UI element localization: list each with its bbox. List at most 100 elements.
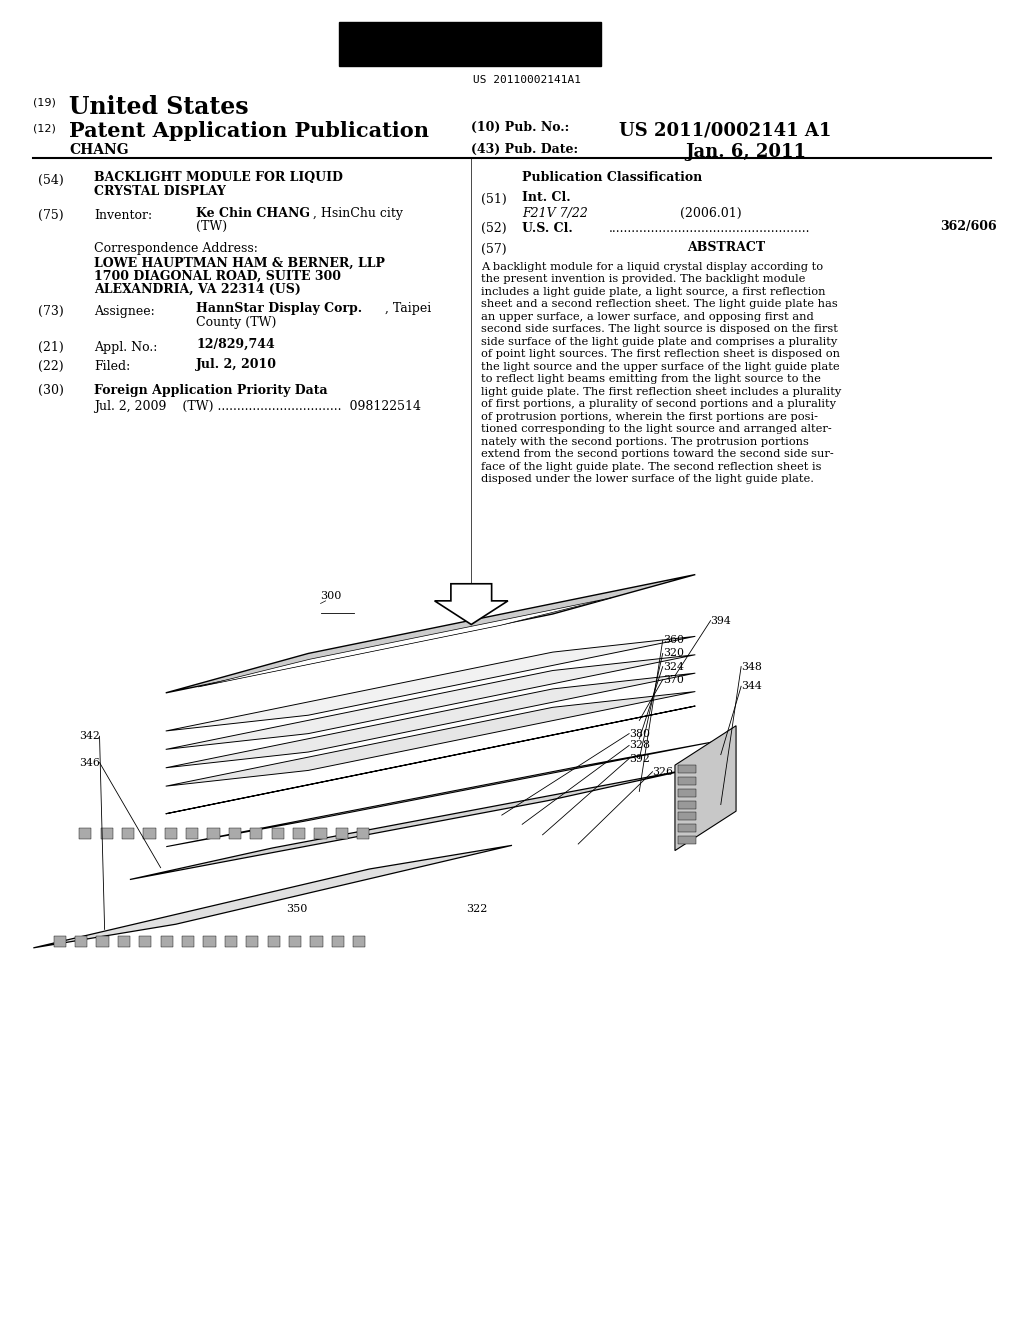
Text: Appl. No.:: Appl. No.: bbox=[94, 341, 158, 354]
Bar bbox=[339, 22, 601, 66]
Polygon shape bbox=[130, 770, 690, 879]
Text: (19): (19) bbox=[34, 98, 56, 107]
Text: 348: 348 bbox=[741, 661, 762, 672]
Text: 346: 346 bbox=[79, 758, 99, 767]
Polygon shape bbox=[166, 692, 695, 787]
Bar bbox=[336, 828, 348, 838]
Bar bbox=[143, 828, 156, 838]
Text: (30): (30) bbox=[39, 384, 65, 397]
Text: the light source and the upper surface of the light guide plate: the light source and the upper surface o… bbox=[481, 362, 840, 372]
Text: US 20110002141A1: US 20110002141A1 bbox=[473, 75, 582, 84]
Text: Filed:: Filed: bbox=[94, 360, 131, 374]
Bar bbox=[293, 828, 305, 838]
Bar bbox=[678, 777, 696, 785]
Text: of first portions, a plurality of second portions and a plurality: of first portions, a plurality of second… bbox=[481, 399, 837, 409]
Bar bbox=[678, 766, 696, 774]
Text: CHANG: CHANG bbox=[69, 144, 129, 157]
Bar bbox=[246, 936, 258, 946]
Text: 322: 322 bbox=[466, 904, 487, 915]
Text: (54): (54) bbox=[39, 174, 65, 186]
Text: 324: 324 bbox=[663, 661, 684, 672]
Polygon shape bbox=[166, 636, 695, 731]
Text: 344: 344 bbox=[741, 681, 762, 692]
Text: Jul. 2, 2010: Jul. 2, 2010 bbox=[197, 358, 278, 371]
Text: (51): (51) bbox=[481, 193, 507, 206]
Text: (52): (52) bbox=[481, 222, 507, 235]
Polygon shape bbox=[675, 726, 736, 850]
Bar bbox=[353, 936, 366, 946]
Text: Int. Cl.: Int. Cl. bbox=[522, 191, 570, 203]
Text: Inventor:: Inventor: bbox=[94, 209, 153, 222]
Text: light guide plate. The first reflection sheet includes a plurality: light guide plate. The first reflection … bbox=[481, 387, 842, 396]
Bar bbox=[357, 828, 370, 838]
Bar bbox=[96, 936, 109, 946]
Bar bbox=[139, 936, 152, 946]
Text: (43) Pub. Date:: (43) Pub. Date: bbox=[471, 144, 579, 157]
Text: 342: 342 bbox=[79, 731, 99, 742]
Bar bbox=[310, 936, 323, 946]
Text: (10) Pub. No.:: (10) Pub. No.: bbox=[471, 121, 569, 135]
Text: ALEXANDRIA, VA 22314 (US): ALEXANDRIA, VA 22314 (US) bbox=[94, 282, 301, 296]
Text: , Taipei: , Taipei bbox=[385, 302, 431, 315]
Bar bbox=[678, 801, 696, 809]
Text: (22): (22) bbox=[39, 360, 65, 374]
Text: second side surfaces. The light source is disposed on the first: second side surfaces. The light source i… bbox=[481, 325, 839, 334]
Bar bbox=[186, 828, 199, 838]
Bar bbox=[250, 828, 262, 838]
Text: 360: 360 bbox=[663, 635, 684, 645]
Text: 328: 328 bbox=[629, 741, 650, 751]
Text: (73): (73) bbox=[39, 305, 65, 318]
Bar bbox=[79, 828, 91, 838]
Bar bbox=[267, 936, 280, 946]
Text: 392: 392 bbox=[629, 754, 650, 763]
Text: side surface of the light guide plate and comprises a plurality: side surface of the light guide plate an… bbox=[481, 337, 838, 347]
Bar bbox=[161, 936, 173, 946]
Polygon shape bbox=[166, 655, 695, 750]
Bar bbox=[314, 828, 327, 838]
Bar bbox=[289, 936, 301, 946]
Text: 12/829,744: 12/829,744 bbox=[197, 338, 275, 351]
Text: Patent Application Publication: Patent Application Publication bbox=[69, 121, 429, 141]
Bar bbox=[678, 813, 696, 820]
Text: includes a light guide plate, a light source, a first reflection: includes a light guide plate, a light so… bbox=[481, 286, 826, 297]
Text: extend from the second portions toward the second side sur-: extend from the second portions toward t… bbox=[481, 449, 835, 459]
Bar bbox=[182, 936, 195, 946]
Text: 350: 350 bbox=[286, 904, 307, 915]
Text: Ke Chin CHANG: Ke Chin CHANG bbox=[197, 206, 310, 219]
Text: (TW): (TW) bbox=[197, 219, 227, 232]
Bar bbox=[208, 828, 220, 838]
Text: disposed under the lower surface of the light guide plate.: disposed under the lower surface of the … bbox=[481, 474, 814, 484]
Text: an upper surface, a lower surface, and opposing first and: an upper surface, a lower surface, and o… bbox=[481, 312, 814, 322]
Polygon shape bbox=[166, 706, 695, 814]
Text: of protrusion portions, wherein the first portions are posi-: of protrusion portions, wherein the firs… bbox=[481, 412, 818, 421]
Text: ABSTRACT: ABSTRACT bbox=[687, 240, 765, 253]
Text: Correspondence Address:: Correspondence Address: bbox=[94, 242, 258, 255]
Text: 320: 320 bbox=[663, 648, 684, 659]
Bar bbox=[204, 936, 216, 946]
Text: BACKLIGHT MODULE FOR LIQUID: BACKLIGHT MODULE FOR LIQUID bbox=[94, 172, 343, 183]
Bar bbox=[225, 936, 237, 946]
Text: of point light sources. The first reflection sheet is disposed on: of point light sources. The first reflec… bbox=[481, 348, 841, 359]
Polygon shape bbox=[166, 574, 695, 693]
Text: A backlight module for a liquid crystal display according to: A backlight module for a liquid crystal … bbox=[481, 261, 823, 272]
Text: Jul. 2, 2009    (TW) ................................  098122514: Jul. 2, 2009 (TW) ......................… bbox=[94, 400, 422, 413]
Polygon shape bbox=[198, 598, 611, 686]
Bar bbox=[332, 936, 344, 946]
Bar bbox=[678, 824, 696, 832]
Text: 326: 326 bbox=[652, 767, 674, 776]
Text: (21): (21) bbox=[39, 341, 65, 354]
Text: , HsinChu city: , HsinChu city bbox=[313, 206, 403, 219]
Bar bbox=[75, 936, 87, 946]
Text: CRYSTAL DISPLAY: CRYSTAL DISPLAY bbox=[94, 186, 226, 198]
Text: County (TW): County (TW) bbox=[197, 315, 276, 329]
Text: (12): (12) bbox=[34, 124, 56, 133]
Text: sheet and a second reflection sheet. The light guide plate has: sheet and a second reflection sheet. The… bbox=[481, 300, 839, 309]
Text: ....................................................: ........................................… bbox=[608, 222, 810, 235]
Text: face of the light guide plate. The second reflection sheet is: face of the light guide plate. The secon… bbox=[481, 462, 822, 471]
Polygon shape bbox=[166, 742, 715, 846]
Polygon shape bbox=[166, 673, 695, 768]
Bar bbox=[165, 828, 177, 838]
Text: nately with the second portions. The protrusion portions: nately with the second portions. The pro… bbox=[481, 437, 809, 446]
Text: tioned corresponding to the light source and arranged alter-: tioned corresponding to the light source… bbox=[481, 424, 833, 434]
Text: to reflect light beams emitting from the light source to the: to reflect light beams emitting from the… bbox=[481, 374, 821, 384]
